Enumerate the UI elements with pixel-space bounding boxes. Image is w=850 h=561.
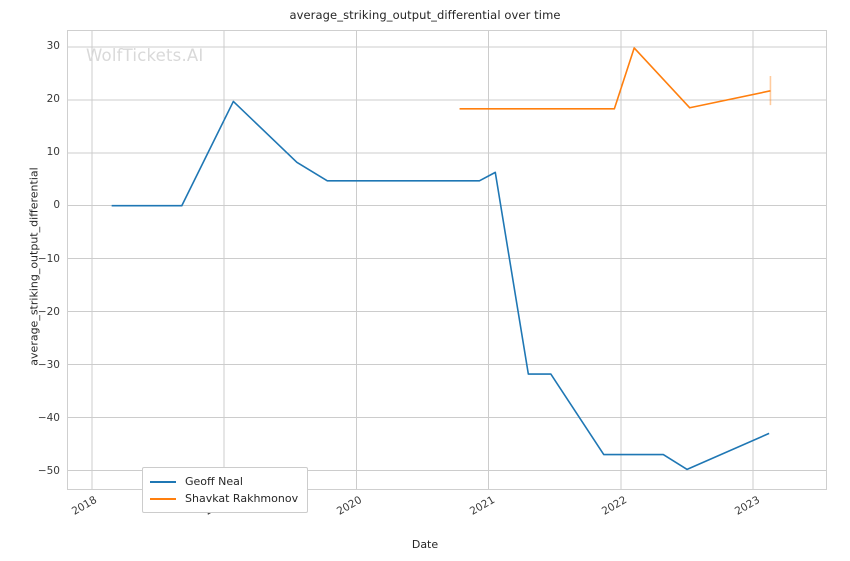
watermark-layer: WolfTickets.AI	[68, 31, 826, 489]
x-tick-label: 2021	[467, 494, 497, 518]
gridlines	[68, 31, 826, 489]
y-tick-label: −50	[37, 465, 60, 478]
legend-color-swatch	[150, 480, 176, 483]
y-tick-label: 10	[46, 146, 60, 159]
y-tick-label: −30	[37, 359, 60, 372]
legend-item[interactable]: Geoff Neal	[150, 473, 298, 490]
y-tick-label: 20	[46, 93, 60, 106]
data-series-layer	[111, 47, 772, 471]
chart-title: average_striking_output_differential ove…	[289, 8, 561, 22]
legend-item-label: Geoff Neal	[185, 475, 243, 488]
x-tick-label: 2022	[600, 494, 630, 518]
y-tick-label: −40	[37, 412, 60, 425]
y-axis-tick-labels: 30 20 10 0 −10 −20 −30 −40 −50	[8, 30, 60, 490]
legend-color-swatch	[150, 497, 176, 500]
legend-item-label: Shavkat Rakhmonov	[185, 492, 299, 505]
chart-legend: Geoff Neal Shavkat Rakhmonov	[142, 467, 309, 513]
y-tick-label: −20	[37, 305, 60, 318]
x-tick-label: 2018	[69, 494, 99, 518]
x-tick-label: 2020	[334, 494, 365, 518]
x-axis-label: Date	[411, 538, 439, 551]
watermark-text: WolfTickets.AI	[86, 46, 204, 65]
series-line-geoff-neal	[111, 100, 770, 471]
y-tick-label: 0	[53, 199, 60, 212]
y-tick-label: 30	[46, 39, 60, 52]
series-line-shavkat-rakhmonov	[459, 47, 771, 110]
x-tick-label: 2023	[732, 494, 763, 518]
legend-item[interactable]: Shavkat Rakhmonov	[150, 490, 298, 507]
plot-area: WolfTickets.AI Geoff Neal Shavkat Rakhmon…	[67, 30, 827, 513]
y-tick-label: −10	[37, 252, 60, 265]
